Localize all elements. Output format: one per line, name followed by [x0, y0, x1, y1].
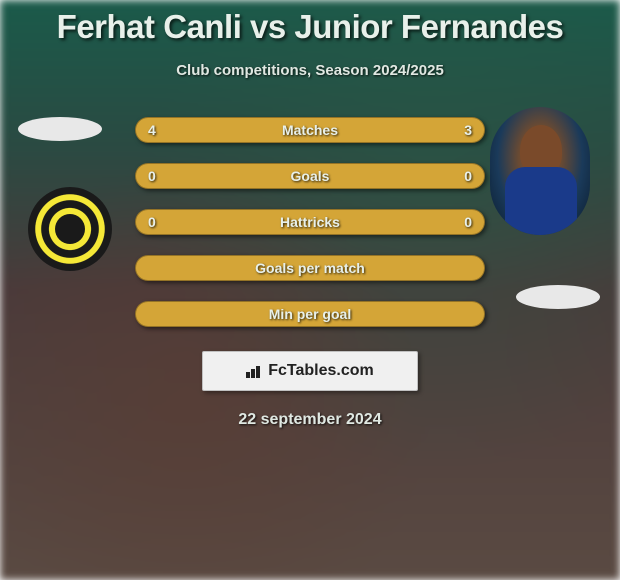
- stat-label: Goals per match: [255, 260, 365, 276]
- stat-row-goals: 0 Goals 0: [135, 163, 485, 189]
- stat-left-value: 4: [148, 122, 156, 138]
- stat-left-value: 0: [148, 214, 156, 230]
- subtitle: Club competitions, Season 2024/2025: [0, 62, 620, 79]
- chart-icon: [246, 364, 264, 378]
- date-label: 22 september 2024: [0, 411, 620, 429]
- club-left-badge: [28, 187, 112, 271]
- comparison-panel: 4 Matches 3 0 Goals 0 0 Hattricks 0 Goal…: [0, 117, 620, 429]
- stat-row-min-per-goal: Min per goal: [135, 301, 485, 327]
- stat-label: Matches: [282, 122, 338, 138]
- brand-badge[interactable]: FcTables.com: [202, 351, 418, 391]
- stat-bars: 4 Matches 3 0 Goals 0 0 Hattricks 0 Goal…: [135, 117, 485, 327]
- stat-left-value: 0: [148, 168, 156, 184]
- stat-label: Goals: [291, 168, 330, 184]
- stat-right-value: 3: [464, 122, 472, 138]
- stat-row-goals-per-match: Goals per match: [135, 255, 485, 281]
- stat-right-value: 0: [464, 214, 472, 230]
- stat-row-hattricks: 0 Hattricks 0: [135, 209, 485, 235]
- brand-text: FcTables.com: [268, 362, 374, 380]
- player-left-avatar-placeholder: [18, 117, 102, 141]
- page-title: Ferhat Canli vs Junior Fernandes: [0, 8, 620, 46]
- stat-label: Min per goal: [269, 306, 351, 322]
- content-wrapper: Ferhat Canli vs Junior Fernandes Club co…: [0, 0, 620, 580]
- stat-row-matches: 4 Matches 3: [135, 117, 485, 143]
- stat-right-value: 0: [464, 168, 472, 184]
- club-right-badge-placeholder: [516, 285, 600, 309]
- stat-label: Hattricks: [280, 214, 340, 230]
- player-right-avatar: [490, 107, 590, 235]
